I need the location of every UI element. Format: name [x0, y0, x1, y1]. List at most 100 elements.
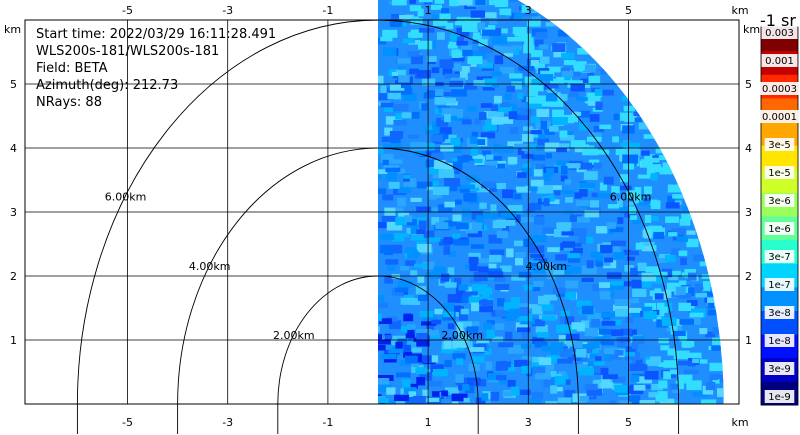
data-cell — [699, 328, 708, 335]
data-cell — [595, 226, 609, 234]
data-cell — [671, 270, 681, 276]
data-cell — [383, 164, 400, 171]
data-cell — [465, 229, 478, 234]
x-tick-label-top: -5 — [122, 4, 133, 17]
data-cell — [667, 348, 676, 356]
data-cell — [392, 234, 405, 242]
data-cell — [707, 302, 715, 309]
data-cell — [383, 248, 394, 256]
data-cell — [634, 117, 642, 123]
data-cell — [564, 197, 574, 203]
data-cell — [436, 32, 445, 40]
data-cell — [531, 359, 545, 369]
data-cell — [593, 361, 605, 368]
data-cell — [429, 380, 443, 387]
data-cell — [512, 46, 520, 56]
data-cell — [582, 148, 599, 156]
data-cell — [468, 296, 483, 304]
data-cell — [521, 167, 533, 177]
data-cell — [540, 56, 550, 64]
data-cell — [632, 219, 642, 225]
data-cell — [650, 164, 662, 173]
data-cell — [591, 251, 601, 259]
info-azimuth: Azimuth(deg): 212.73 — [36, 78, 178, 93]
data-cell — [634, 195, 643, 204]
data-cell — [579, 236, 594, 244]
data-cell — [479, 305, 493, 313]
data-cell — [655, 394, 668, 402]
data-cell — [521, 134, 534, 142]
data-cell — [447, 267, 455, 275]
data-cell — [502, 391, 513, 397]
data-cell — [445, 387, 460, 396]
data-cell — [533, 366, 546, 373]
data-cell — [461, 44, 472, 51]
data-cell — [659, 168, 676, 175]
data-cell — [667, 184, 683, 193]
data-cell — [652, 215, 660, 221]
data-cell — [652, 157, 660, 163]
data-cell — [594, 88, 602, 96]
data-cell — [435, 222, 449, 229]
data-cell — [547, 66, 564, 73]
colorbar-label-bg — [761, 54, 798, 67]
data-cell — [394, 207, 404, 213]
data-cell — [649, 290, 660, 297]
data-cell — [546, 167, 555, 176]
plot-frame — [24, 19, 740, 405]
data-cell — [533, 169, 543, 177]
data-cell — [401, 112, 415, 119]
data-cell — [630, 375, 640, 382]
data-cell — [378, 377, 390, 385]
data-cell — [556, 76, 566, 82]
data-cell — [406, 341, 417, 348]
data-cell — [417, 275, 425, 283]
data-cell — [643, 198, 651, 204]
data-cell — [452, 353, 466, 360]
data-cell — [489, 18, 498, 25]
data-cell — [650, 200, 661, 210]
data-cell — [535, 163, 546, 170]
data-cell — [544, 199, 560, 205]
data-cell — [440, 217, 448, 224]
data-cell — [504, 93, 512, 101]
data-cell — [526, 20, 541, 27]
y-tick-label-right: 4 — [745, 142, 752, 155]
data-cell — [669, 369, 678, 375]
data-cell — [518, 65, 534, 71]
data-cell — [586, 312, 603, 322]
data-cell — [639, 241, 655, 247]
data-cell — [556, 222, 572, 231]
data-cell — [531, 305, 543, 315]
data-cell — [519, 107, 532, 116]
data-cell — [476, 340, 490, 345]
data-cell — [471, 142, 482, 150]
data-cell — [439, 59, 454, 68]
data-cell — [475, 397, 486, 405]
data-cell — [407, 329, 415, 337]
data-cell — [612, 304, 629, 311]
data-cell — [661, 317, 677, 327]
data-cell — [473, 79, 485, 86]
data-cell — [641, 150, 650, 156]
data-cell — [639, 399, 655, 405]
data-cell — [385, 172, 398, 181]
data-cell — [406, 324, 416, 329]
data-cell — [611, 186, 620, 194]
x-tick-label-bottom: -5 — [122, 416, 133, 429]
data-cell — [491, 116, 504, 125]
data-cell — [595, 356, 602, 361]
data-cell — [675, 380, 685, 390]
data-cell — [434, 96, 446, 105]
data-cell — [421, 103, 428, 111]
data-cell — [630, 298, 639, 304]
data-cell — [519, 389, 531, 395]
data-cell — [444, 282, 457, 288]
data-cell — [395, 69, 407, 76]
data-cell — [534, 39, 544, 47]
data-cell — [409, 68, 419, 75]
data-cell — [629, 395, 641, 402]
data-cell — [499, 102, 511, 108]
data-cell — [567, 253, 580, 259]
data-cell — [441, 390, 448, 397]
